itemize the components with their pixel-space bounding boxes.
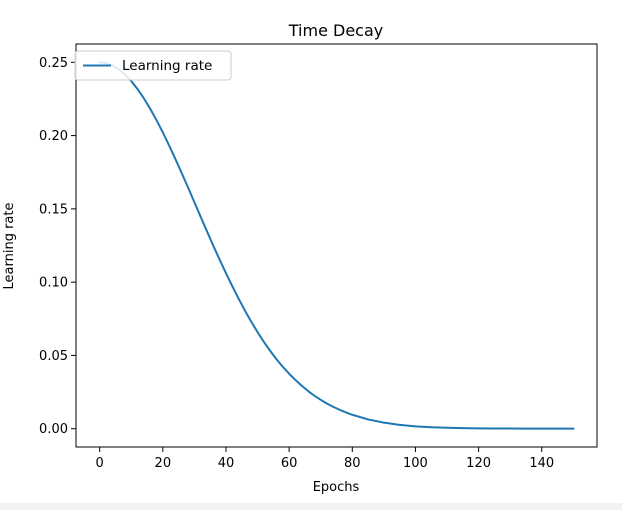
legend-box [74,50,232,81]
y-tick-label: 0.15 [39,202,68,217]
x-tick-label: 100 [403,456,428,471]
x-tick-label: 40 [218,456,235,471]
y-tick-label: 0.10 [39,276,68,291]
x-tick-label: 0 [96,456,104,471]
y-tick-label: 0.20 [39,129,68,144]
y-axis-label: Learning rate [2,203,17,290]
x-tick-label: 20 [155,456,172,471]
y-axis-ticks: 0.00 0.05 0.10 0.15 0.20 0.25 [39,56,76,437]
legend-entry-learning-rate: Learning rate [122,58,212,74]
x-axis-label: Epochs [313,480,360,495]
series-line-0 [98,61,575,430]
x-tick-label: 60 [281,456,298,471]
series-group [98,61,575,430]
chart-title: Time Decay [288,21,383,40]
legend: Learning rate [74,50,232,81]
x-axis-ticks: 0 20 40 60 80 100 120 140 [96,447,554,471]
y-tick-label: 0.00 [39,422,68,437]
x-tick-label: 80 [344,456,361,471]
y-tick-label: 0.05 [39,349,68,364]
x-tick-label: 140 [529,456,554,471]
plot-frame [75,43,598,448]
y-tick-label: 0.25 [39,56,68,71]
window-bottom-strip [0,503,622,510]
x-tick-label: 120 [466,456,491,471]
plot-area-frame [75,43,598,448]
